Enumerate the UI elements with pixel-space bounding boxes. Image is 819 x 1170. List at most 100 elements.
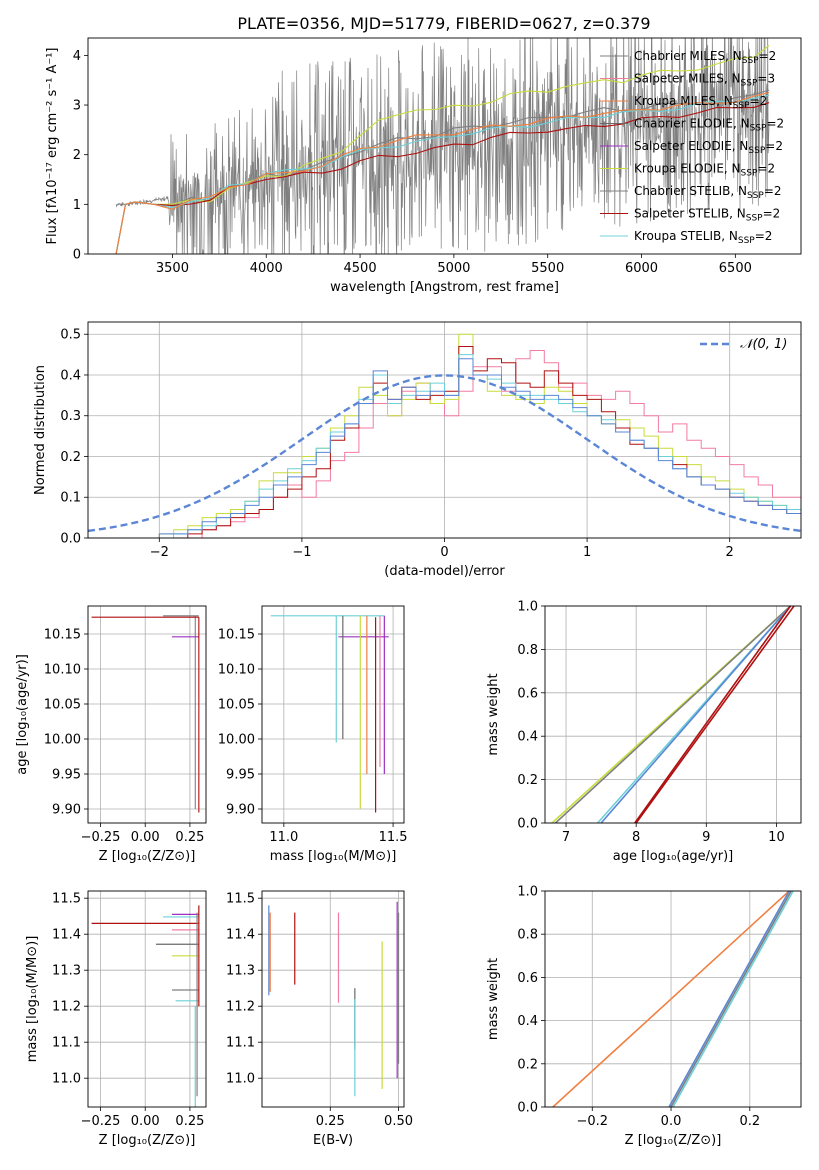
y-tick-label: 0.8 xyxy=(517,643,538,658)
legend-eq: = xyxy=(764,184,774,198)
axes-mass_vs_Z: −0.25 0.00 0.25 11.0 11.1 11.2 11.3 11.4 11.5 Z [… xyxy=(25,890,207,1148)
x-tick-label: 0.50 xyxy=(384,1114,413,1129)
x-tick-label: 2 xyxy=(726,545,734,560)
x-tick-label: 5000 xyxy=(437,261,470,276)
model-line xyxy=(115,94,770,254)
legend-n-value: 2 xyxy=(769,49,777,63)
x-tick-label: −0.25 xyxy=(81,1114,121,1129)
y-tick-label: 11.5 xyxy=(226,892,255,907)
legend-n-value: 2 xyxy=(765,229,773,243)
y-axis-label: mass [log₁₀(M/M⊙)] xyxy=(25,936,40,1063)
legend-subscript: SSP xyxy=(750,124,767,134)
x-axis-label: Z [log₁₀(Z/Z⊙)] xyxy=(99,1133,196,1148)
y-tick-label: 10.10 xyxy=(218,663,255,678)
axes-frame xyxy=(261,605,405,824)
x-tick-label: 0.25 xyxy=(175,830,204,845)
axes-cum_Z: −0.2 0.0 0.2 0.0 0.2 0.4 0.6 0.8 1.0 Z [log₁₀(Z/Z… xyxy=(486,885,802,1148)
y-tick-label: 0.2 xyxy=(517,1057,538,1072)
y-tick-label: 11.3 xyxy=(52,964,81,979)
x-tick-label: 0.00 xyxy=(131,1114,160,1129)
legend-n-value: 2 xyxy=(774,184,782,198)
legend-subscript: SSP xyxy=(742,56,759,66)
y-tick-label: 0.2 xyxy=(517,773,538,788)
plot-area-age_vs_mass xyxy=(270,615,389,813)
legend-n-label: , N xyxy=(730,184,747,198)
x-tick-label: 4000 xyxy=(250,261,283,276)
plot-area-residuals xyxy=(88,333,801,538)
x-tick-label: −1 xyxy=(292,545,311,560)
y-axis-label: Flux [fλ10⁻¹⁷ erg cm⁻² s⁻¹ A⁻¹] xyxy=(45,48,60,245)
y-tick-label: 10.00 xyxy=(218,733,255,748)
x-tick-label: 11.5 xyxy=(379,830,408,845)
legend-n-value: 2 xyxy=(777,117,785,131)
x-tick-label: 6500 xyxy=(719,261,752,276)
y-tick-label: 10.15 xyxy=(218,628,255,643)
plot-area-mass_vs_ebv xyxy=(268,901,400,1097)
legend-n-label: , N xyxy=(721,229,738,243)
legend-subscript: SSP xyxy=(733,101,750,111)
legend-eq: = xyxy=(755,229,765,243)
x-axis-label: wavelength [Angstrom, rest frame] xyxy=(330,280,559,295)
axes-frame xyxy=(544,605,802,824)
legend-name: Kroupa MILES xyxy=(634,94,716,108)
legend-name: Kroupa ELODIE xyxy=(634,162,724,176)
x-axis-label: (data-model)/error xyxy=(384,564,505,579)
x-tick-label: 0 xyxy=(440,545,448,560)
model-line xyxy=(115,44,770,254)
legend-entry: Kroupa STELIB, NSSP=2 xyxy=(634,229,772,246)
axes-cum_age: 7 8 9 10 0.0 0.2 0.4 0.6 0.8 1.0 age [log₁₀(age/yr… xyxy=(486,600,802,864)
plot-area-cum_age xyxy=(551,606,795,823)
cumulative-line xyxy=(670,891,792,1107)
x-tick-label: 0.0 xyxy=(661,1114,682,1129)
y-tick-label: 9.90 xyxy=(226,803,255,818)
legend-entry: Salpeter MILES, NSSP=3 xyxy=(634,72,775,89)
y-tick-label: 10.00 xyxy=(44,733,81,748)
legend-eq: = xyxy=(763,207,773,221)
legend-n-label: , N xyxy=(724,162,741,176)
plot-area-age_vs_Z xyxy=(91,615,200,813)
y-tick-label: 0.0 xyxy=(517,817,538,832)
figure-title: PLATE=0356, MJD=51779, FIBERID=0627, z=0… xyxy=(237,14,650,33)
legend-n-value: 3 xyxy=(767,72,775,86)
y-axis-label: mass weight xyxy=(486,958,501,1040)
y-tick-label: 0.3 xyxy=(60,409,81,424)
x-tick-label: 0.00 xyxy=(131,830,160,845)
cumulative-line xyxy=(672,891,794,1107)
axes-age_vs_Z: −0.25 0.00 0.25 9.90 9.95 10.00 10.05 10.10 10.1… xyxy=(15,605,207,864)
x-tick-label: 0.25 xyxy=(316,1114,345,1129)
x-tick-label: −0.25 xyxy=(81,830,121,845)
y-tick-label: 0.6 xyxy=(517,971,538,986)
y-tick-label: 11.1 xyxy=(52,1036,81,1051)
y-axis-label: mass weight xyxy=(486,673,501,755)
legend-name: Chabrier MILES xyxy=(634,49,725,63)
legend-n-label: , N xyxy=(733,117,750,131)
y-tick-label: 11.2 xyxy=(52,1000,81,1015)
model-line xyxy=(115,89,770,254)
legend-eq: = xyxy=(750,94,760,108)
y-tick-label: 3 xyxy=(73,99,81,114)
legend-entry: 𝒩(0, 1) xyxy=(740,337,787,352)
legend-entry: Salpeter ELODIE, NSSP=2 xyxy=(634,139,783,156)
x-tick-label: 3500 xyxy=(156,261,189,276)
observed-spectrum-line xyxy=(115,38,770,254)
y-tick-label: 9.90 xyxy=(52,803,81,818)
legend-subscript: SSP xyxy=(741,169,758,179)
y-tick-label: 1.0 xyxy=(517,885,538,900)
y-tick-label: 4 xyxy=(73,49,81,64)
y-tick-label: 0.4 xyxy=(517,1014,538,1029)
legend-n-label: , N xyxy=(716,94,733,108)
legend-subscript: SSP xyxy=(748,146,765,156)
y-tick-label: 0.4 xyxy=(60,368,81,383)
y-tick-label: 9.95 xyxy=(226,768,255,783)
x-tick-label: 0.25 xyxy=(175,1114,204,1129)
x-tick-label: 10 xyxy=(768,830,785,845)
legend-eq: = xyxy=(759,49,769,63)
cumulative-line xyxy=(552,891,790,1107)
y-tick-label: 11.1 xyxy=(226,1036,255,1051)
legend-subscript: SSP xyxy=(747,191,764,201)
y-tick-label: 11.2 xyxy=(226,1000,255,1015)
legend-name: Kroupa STELIB xyxy=(634,229,721,243)
y-tick-label: 0.5 xyxy=(60,328,81,343)
normal-curve xyxy=(88,374,801,533)
